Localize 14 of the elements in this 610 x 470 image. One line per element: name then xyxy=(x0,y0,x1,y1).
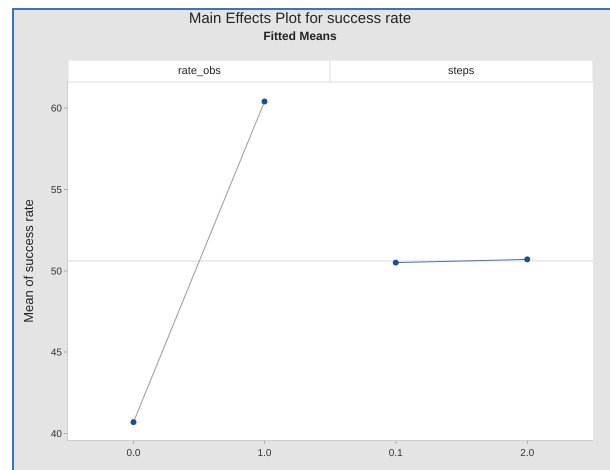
y-tick-label: 50 xyxy=(50,266,62,278)
y-axis-title: Mean of success rate xyxy=(20,199,36,323)
y-tick-label: 40 xyxy=(50,428,62,440)
x-tick-label: 2.0 xyxy=(520,448,535,459)
x-axis-title: steps xyxy=(448,65,475,77)
chart-title: Main Effects Plot for success rate xyxy=(188,10,412,27)
x-tick-label: 0.0 xyxy=(126,448,141,459)
x-tick-label: 0.1 xyxy=(388,448,404,459)
x-axis-title: rate_obs xyxy=(178,65,222,77)
chart-subtitle: Fitted Means xyxy=(262,29,338,43)
x-tick-label: 1.0 xyxy=(258,448,272,459)
y-tick-label: 60 xyxy=(50,104,62,115)
y-tick-label: 45 xyxy=(50,348,62,359)
y-tick-label: 55 xyxy=(50,184,62,196)
